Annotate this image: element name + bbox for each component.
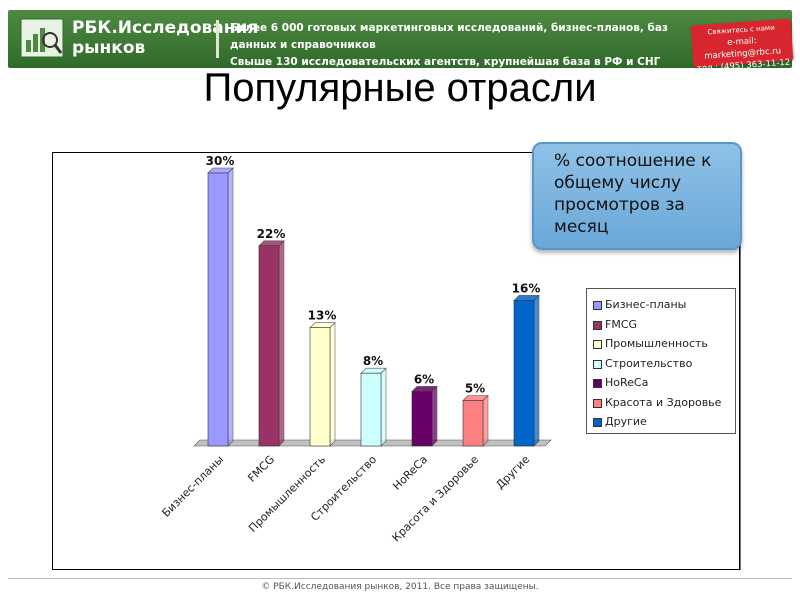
legend-item-5: HoReCa [593, 373, 733, 393]
legend-item-2: FMCG [593, 315, 733, 335]
value-label-5: 6% [414, 372, 434, 386]
banner-tagline: Более 6 000 готовых маркетинговых исслед… [230, 20, 700, 71]
value-label-2: 22% [257, 227, 286, 241]
callout-box: % соотношение к общему числу просмотров … [532, 142, 742, 250]
bar-4 [360, 367, 387, 447]
category-label-1: Бизнес-планы [159, 453, 226, 520]
legend-swatch [593, 398, 602, 408]
category-label-7: Другие [493, 453, 532, 492]
legend-label: Промышленность [605, 337, 708, 350]
category-label-2: FMCG [245, 453, 277, 485]
value-label-6: 5% [465, 382, 485, 396]
legend-item-3: Промышленность [593, 334, 733, 354]
brand-name: РБК.Исследования рынков [72, 18, 259, 58]
banner-divider [216, 20, 219, 58]
legend-swatch [593, 418, 602, 427]
category-label-6: Красота и Здоровье [390, 453, 482, 545]
value-label-7: 16% [512, 281, 541, 295]
tagline-line-1: Более 6 000 готовых маркетинговых исслед… [230, 22, 669, 51]
value-label-1: 30% [206, 154, 235, 168]
tagline-line-2: Свыше 130 исследовательских агентств, кр… [230, 56, 661, 68]
legend-item-6: Красота и Здоровье [593, 393, 733, 413]
legend-label: Другие [605, 415, 647, 428]
footer-divider [8, 578, 792, 579]
legend-item-1: Бизнес-планы [593, 295, 733, 315]
legend-label: Строительство [605, 356, 693, 370]
bar-6 [462, 394, 489, 447]
bar-1 [207, 167, 234, 447]
value-label-3: 13% [308, 309, 337, 323]
legend-label: Красота и Здоровье [605, 395, 722, 409]
footer-copyright: © РБК.Исследования рынков, 2011. Все пра… [261, 582, 539, 592]
legend-label: FMCG [605, 317, 638, 331]
legend-swatch [593, 320, 602, 330]
contact-badge[interactable]: Свяжитесь с нами e-mail: marketing@rbc.r… [690, 18, 794, 74]
legend-swatch [593, 379, 602, 388]
chart-legend: Бизнес-планы FMCG Промышленность Строительс… [586, 288, 736, 434]
legend-label: HoReCa [605, 376, 649, 389]
bar-3 [309, 321, 336, 447]
header-banner: РБК.Исследования рынков Более 6 000 гото… [8, 10, 794, 74]
page-title: Популярные отрасли [203, 66, 597, 110]
legend-swatch [593, 340, 602, 349]
callout-text: % соотношение к общему числу просмотров … [554, 151, 712, 237]
legend-label: Бизнес-планы [605, 298, 687, 311]
bar-2 [258, 240, 285, 447]
category-label-5: HoReCa [390, 453, 430, 493]
bar-chart: 30%Бизнес-планы22%FMCG13%Промышленность8… [159, 154, 552, 545]
bar-5 [411, 385, 438, 447]
legend-swatch [593, 359, 602, 369]
legend-item-4: Строительство [593, 354, 733, 374]
logo-icon [20, 18, 64, 58]
legend-item-7: Другие [593, 412, 733, 432]
legend-swatch [593, 301, 602, 310]
bar-7 [513, 294, 540, 447]
value-label-4: 8% [363, 354, 383, 368]
